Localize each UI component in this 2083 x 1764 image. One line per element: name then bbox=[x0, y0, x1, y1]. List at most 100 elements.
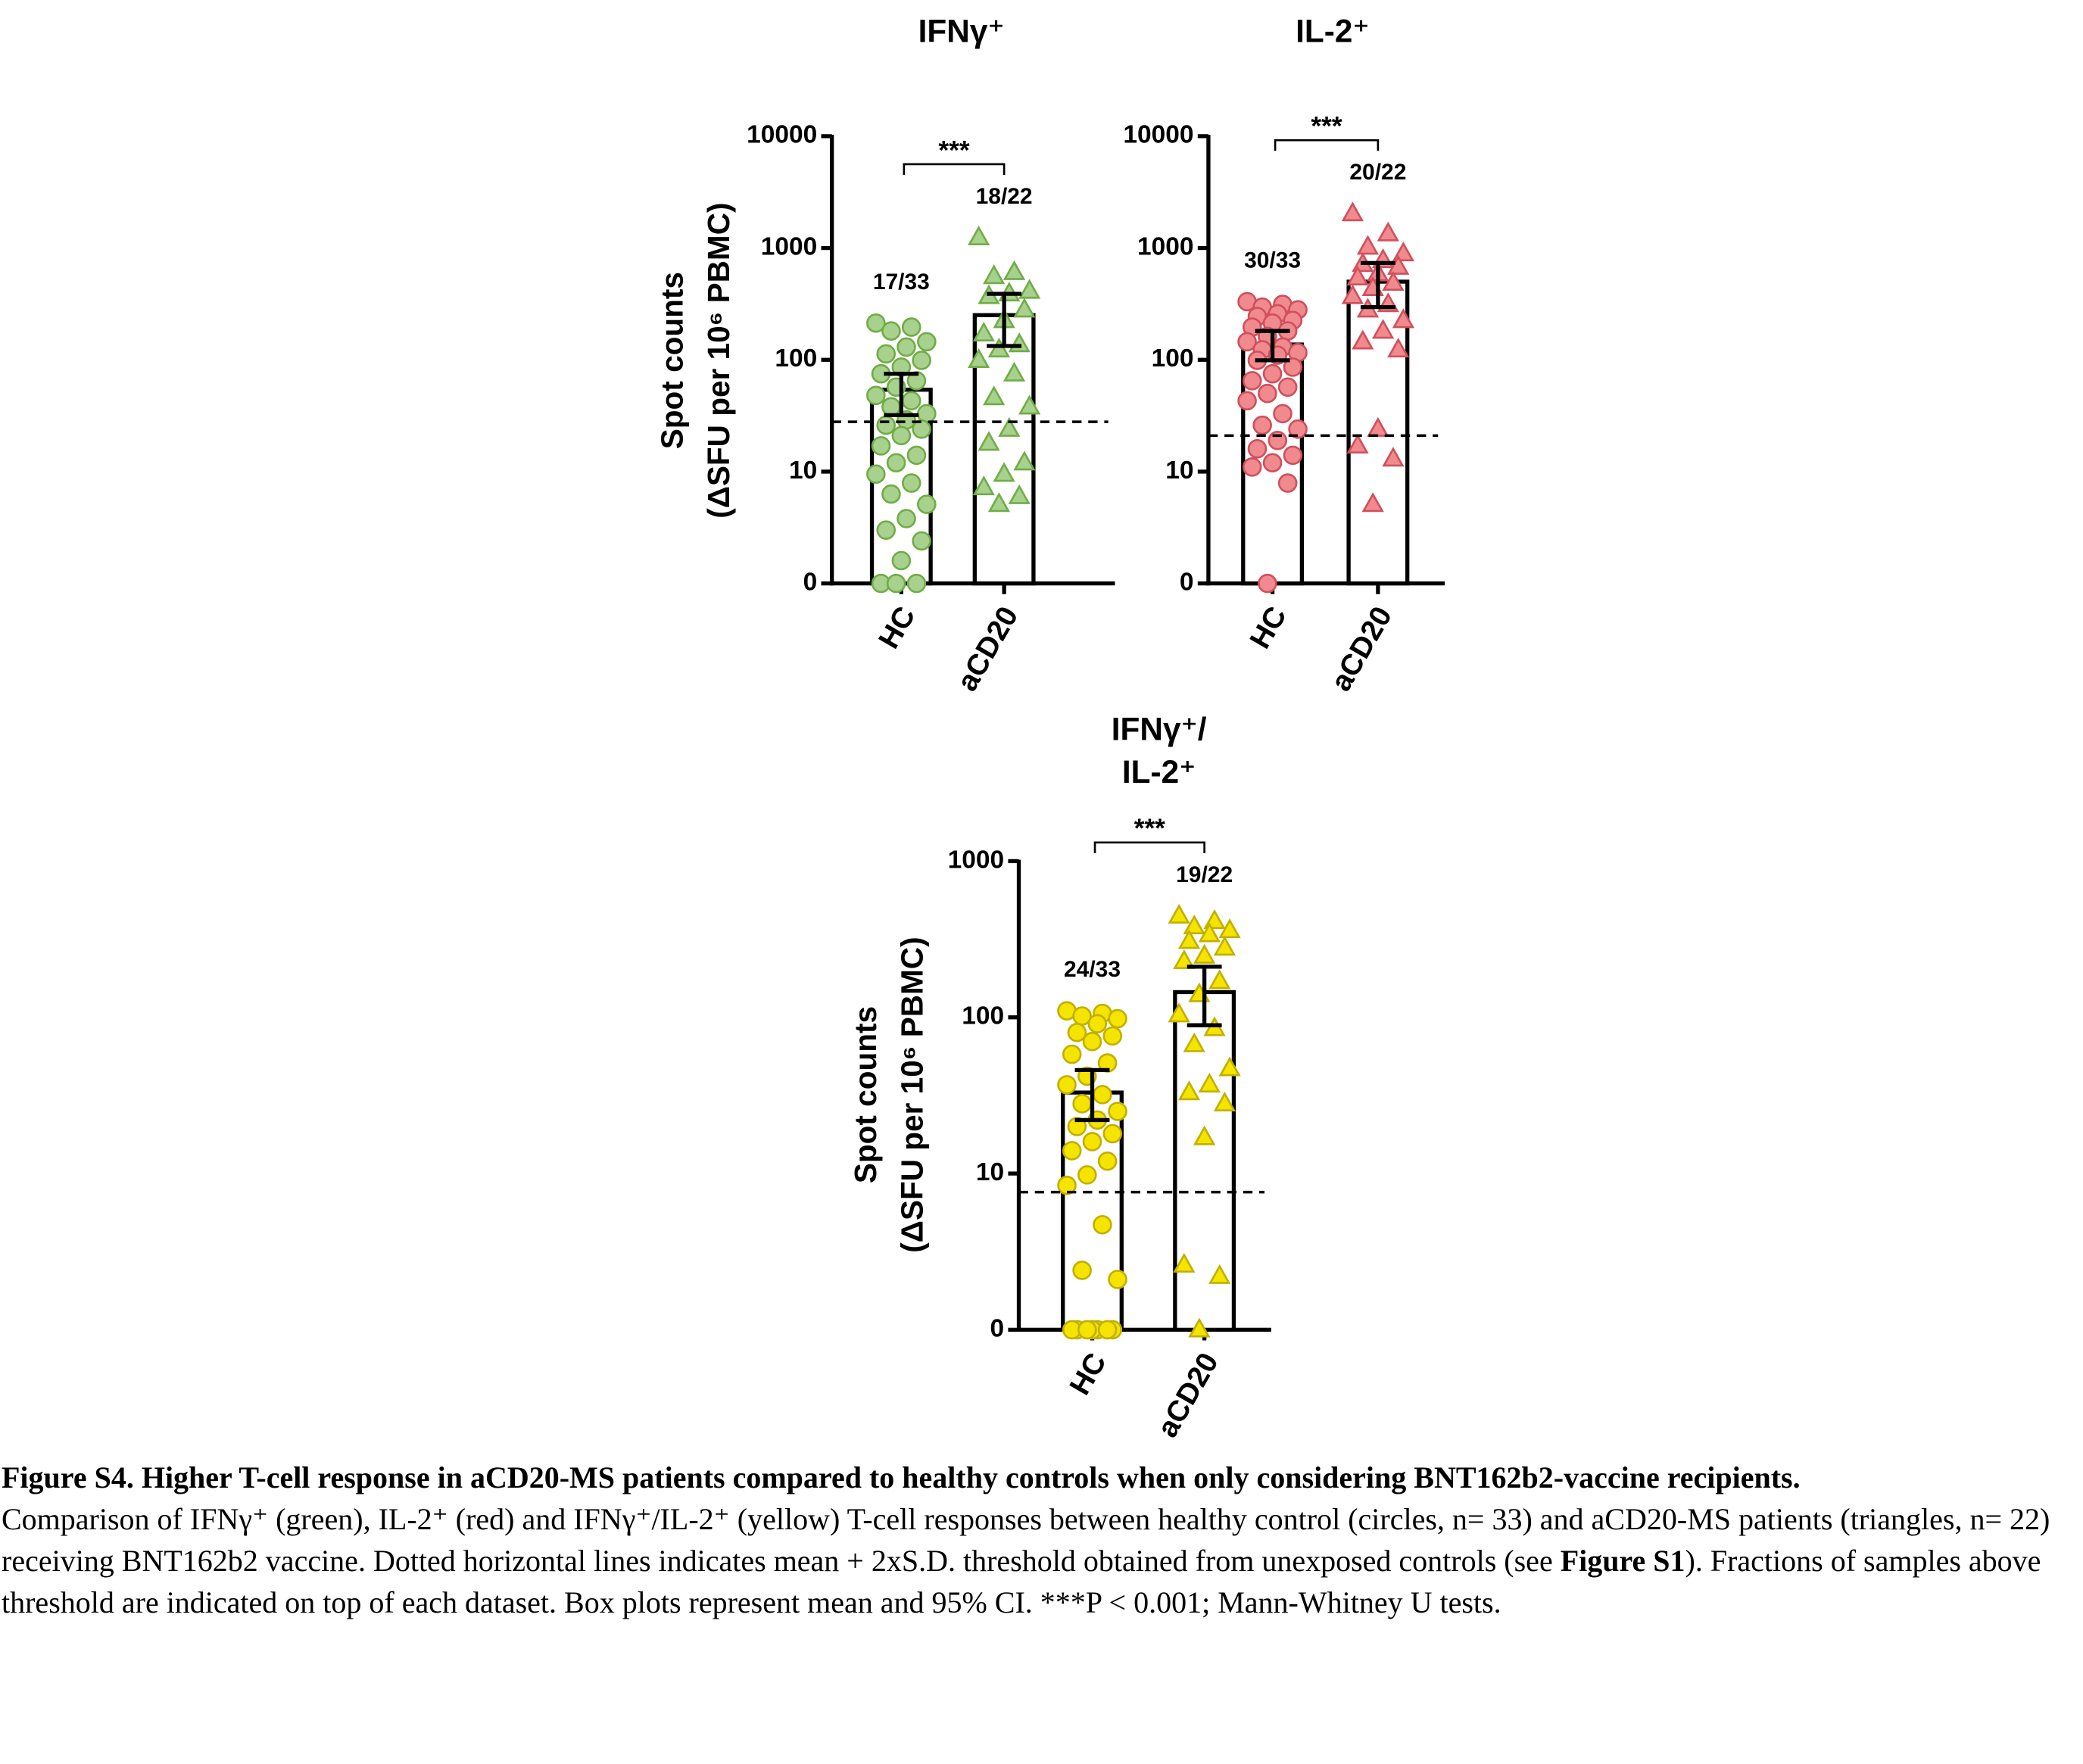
x-tick-label: aCD20 bbox=[1325, 601, 1399, 697]
data-point bbox=[1077, 1320, 1097, 1340]
fraction-label: 20/22 bbox=[1349, 160, 1406, 185]
data-point bbox=[1082, 1031, 1102, 1052]
data-point bbox=[886, 453, 906, 473]
data-point bbox=[891, 550, 912, 571]
data-point bbox=[1093, 1085, 1112, 1105]
data-point bbox=[1168, 1002, 1190, 1023]
data-point bbox=[1188, 1317, 1211, 1338]
data-point bbox=[881, 484, 901, 504]
data-point bbox=[881, 321, 901, 341]
data-point bbox=[891, 425, 912, 446]
data-point bbox=[1392, 308, 1414, 329]
caption-body: Comparison of IFNγ⁺ (green), IL-2⁺ (red)… bbox=[2, 1498, 2080, 1623]
data-point bbox=[871, 436, 891, 456]
chart-panel: IFNγ⁺/ IL-2⁺ Spot counts (ΔSFU per 10⁶ PBMC… bbox=[848, 712, 1271, 1438]
data-point bbox=[1008, 484, 1031, 504]
data-point bbox=[1382, 447, 1405, 467]
data-point bbox=[1277, 473, 1298, 493]
data-point bbox=[1208, 969, 1231, 990]
data-point bbox=[1346, 433, 1369, 454]
y-axis-label: Spot counts bbox=[654, 272, 689, 449]
data-point bbox=[1102, 1026, 1123, 1046]
y-axis-label: (ΔSFU per 10⁶ PBMC) bbox=[701, 202, 736, 518]
data-point bbox=[1177, 929, 1201, 949]
y-tick-label: 1000 bbox=[1137, 232, 1194, 260]
caption-title: Figure S4. Higher T-cell response in aCD… bbox=[2, 1460, 1801, 1494]
data-point bbox=[912, 419, 931, 439]
data-point bbox=[1247, 439, 1268, 459]
data-point bbox=[1242, 457, 1262, 477]
chart-panel: IFNγ⁺ Spot counts (ΔSFU per 10⁶ PBMC) 0 10 10… bbox=[654, 13, 1115, 697]
y-tick-label: 1000 bbox=[761, 232, 818, 260]
data-point bbox=[886, 573, 906, 594]
data-point bbox=[906, 445, 927, 466]
data-point bbox=[1341, 284, 1364, 304]
data-point bbox=[901, 473, 921, 493]
data-point bbox=[1018, 394, 1041, 415]
data-point bbox=[1168, 903, 1190, 924]
caption-text: ). Fractions of samples above threshold … bbox=[2, 1544, 2041, 1619]
data-point bbox=[1262, 453, 1283, 473]
y-tick-label: 1000 bbox=[948, 846, 1005, 874]
y-tick-label: 0 bbox=[990, 1314, 1004, 1342]
data-point bbox=[901, 317, 921, 337]
data-point bbox=[1237, 391, 1257, 411]
data-point bbox=[1093, 1214, 1112, 1235]
data-point bbox=[1283, 357, 1303, 377]
data-point bbox=[1262, 363, 1283, 384]
data-point bbox=[1218, 1056, 1241, 1077]
fraction-label: 24/33 bbox=[1064, 957, 1121, 982]
caption-text: Comparison of IFNγ⁺ (green), IL-2⁺ (red)… bbox=[2, 1502, 2050, 1578]
data-point bbox=[876, 415, 897, 435]
y-tick-label: 10 bbox=[789, 457, 817, 485]
data-point bbox=[1067, 1022, 1087, 1043]
data-point bbox=[1072, 1094, 1092, 1114]
y-tick-label: 100 bbox=[1152, 344, 1194, 372]
y-tick-label: 0 bbox=[1180, 568, 1194, 596]
figure: IFNγ⁺ Spot counts (ΔSFU per 10⁶ PBMC) 0 10 10… bbox=[654, 13, 1445, 1438]
fraction-label: 18/22 bbox=[976, 184, 1033, 209]
significance-bracket bbox=[1093, 841, 1205, 853]
data-point bbox=[906, 573, 927, 594]
data-point bbox=[983, 385, 1006, 406]
data-point bbox=[1193, 1125, 1216, 1145]
data-point bbox=[1082, 1132, 1102, 1152]
y-tick-label: 10 bbox=[976, 1158, 1004, 1186]
data-point bbox=[1277, 377, 1298, 397]
data-point bbox=[1072, 1261, 1092, 1280]
data-point bbox=[1341, 201, 1364, 222]
data-point bbox=[1003, 361, 1026, 382]
significance-bracket bbox=[1274, 139, 1380, 151]
significance-label: *** bbox=[1134, 814, 1165, 843]
data-point bbox=[1097, 1320, 1118, 1340]
y-tick-label: 10 bbox=[1165, 457, 1193, 485]
data-point bbox=[1183, 914, 1205, 935]
data-point bbox=[897, 509, 916, 528]
data-point bbox=[1237, 332, 1257, 352]
data-point bbox=[1173, 1252, 1196, 1273]
figure-panels: IFNγ⁺ Spot counts (ΔSFU per 10⁶ PBMC) 0 10 10… bbox=[654, 13, 1445, 1438]
data-point bbox=[968, 225, 990, 246]
data-point bbox=[1361, 492, 1384, 513]
data-point bbox=[1288, 419, 1308, 439]
data-point bbox=[1067, 1117, 1087, 1136]
data-point bbox=[1057, 1175, 1077, 1195]
fraction-label: 17/33 bbox=[873, 270, 930, 295]
data-point bbox=[1387, 338, 1410, 358]
data-point bbox=[1183, 1032, 1205, 1052]
data-point bbox=[1371, 319, 1395, 339]
y-tick-label: 100 bbox=[775, 344, 817, 372]
data-point bbox=[1173, 949, 1196, 970]
caption: Figure S4. Higher T-cell response in aCD… bbox=[2, 1457, 2080, 1623]
fraction-label: 19/22 bbox=[1176, 862, 1233, 887]
data-point bbox=[1213, 1091, 1236, 1111]
data-point bbox=[1108, 1270, 1127, 1289]
data-point bbox=[968, 348, 990, 369]
data-point bbox=[1003, 260, 1026, 280]
fraction-label: 30/33 bbox=[1244, 248, 1301, 273]
y-tick-label: 10000 bbox=[1123, 121, 1193, 149]
y-tick-label: 100 bbox=[962, 1002, 1004, 1030]
significance-label: *** bbox=[1311, 112, 1342, 142]
x-tick-label: aCD20 bbox=[951, 601, 1025, 697]
